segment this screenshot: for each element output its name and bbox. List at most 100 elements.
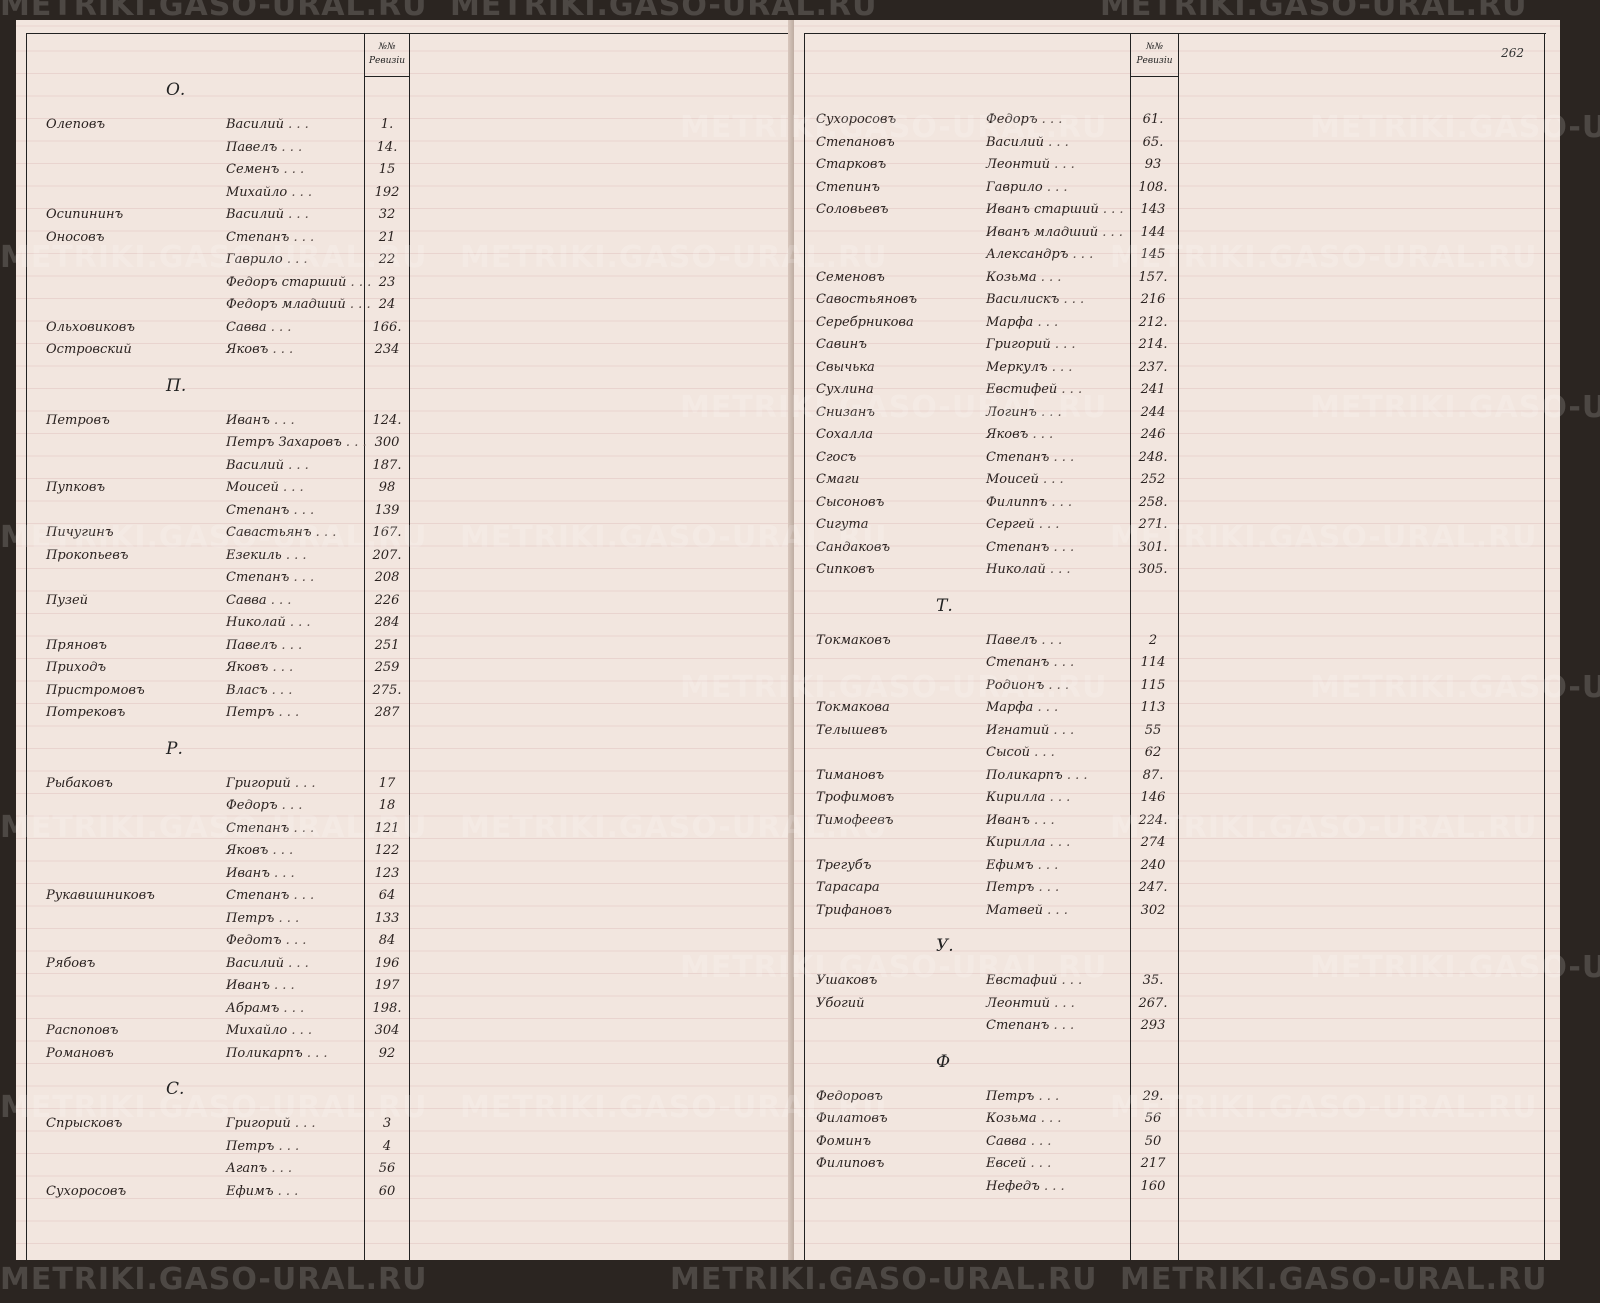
revision-number: 21 [378, 229, 396, 245]
register-entry: Олеповъ Василий 1. [46, 114, 416, 137]
given-name: Гаврило [226, 252, 308, 267]
revision-number: 224. [1138, 812, 1168, 828]
given-name: Павелъ [226, 638, 302, 653]
given-name: Поликарпъ [226, 1046, 327, 1061]
register-entry: Соловьевъ Иванъ старший 143 [816, 199, 1186, 222]
register-entry: Пичугинъ Савастьянъ 167. [46, 522, 416, 545]
given-name: Петръ Захаровъ [226, 435, 367, 450]
frame-left-line [26, 33, 27, 1260]
register-entry: Иванъ 123 [46, 863, 416, 886]
given-name: Степанъ [986, 655, 1074, 670]
register-entry: Сухлина Евстифей 241 [816, 379, 1186, 402]
revision-number: 214. [1138, 337, 1168, 352]
given-name: Михайло [226, 185, 312, 200]
surname: Федоровъ [816, 1088, 883, 1104]
surname: Трифановъ [816, 902, 892, 918]
register-entry: Родионъ 115 [816, 675, 1186, 698]
given-name: Степанъ [226, 821, 314, 836]
given-name: Евстифей [986, 382, 1082, 397]
register-entry: Василий 187. [46, 455, 416, 478]
surname: Осипининъ [46, 207, 124, 222]
watermark-text: METRIKI.GASO-URAL.RU [0, 1262, 428, 1297]
surname: Телышевъ [816, 722, 888, 738]
register-entry: Семенъ 15 [46, 159, 416, 182]
revision-number: 166. [372, 319, 402, 335]
revision-number: 267. [1138, 995, 1168, 1011]
surname: Степинъ [816, 179, 880, 195]
given-name: Ефимъ [986, 858, 1058, 873]
register-entry: Александръ 145 [816, 244, 1186, 267]
revision-number: 56 [378, 1161, 396, 1176]
register-entry: Петръ 4 [46, 1136, 416, 1159]
revision-number: 217 [1140, 1156, 1166, 1171]
revision-number: 108. [1138, 179, 1168, 195]
letter-heading: Ф [816, 1038, 1186, 1086]
surname: Филиповъ [816, 1156, 885, 1171]
given-name: Степанъ [986, 1018, 1074, 1033]
letter-heading: П. [46, 362, 416, 410]
revision-number: 304 [374, 1023, 400, 1038]
register-entry: Трофимовъ Кирилла 146 [816, 787, 1186, 810]
given-name: Иванъ [226, 866, 295, 881]
surname: Трегубъ [816, 857, 872, 873]
register-entry: Фоминъ Савва 50 [816, 1131, 1186, 1154]
register-entry: Рукавишниковъ Степанъ 64 [46, 885, 416, 908]
surname: Сигута [816, 517, 869, 532]
letter-heading: Т. [816, 582, 1186, 630]
revision-number: 121 [374, 820, 400, 836]
register-entry: Пристромовъ Власъ 275. [46, 680, 416, 703]
given-name: Петръ [986, 1089, 1059, 1104]
surname: Ольховиковъ [46, 319, 135, 335]
given-name: Нефедъ [986, 1179, 1065, 1194]
given-name: Федоръ старший [226, 275, 371, 290]
given-name: Моисей [986, 472, 1064, 487]
letter-heading-text: П. [166, 375, 187, 396]
given-name: Григорий [986, 337, 1076, 352]
revision-number: 123 [374, 865, 400, 881]
register-entry: Островский Яковъ 234 [46, 339, 416, 362]
register-entry: Телышевъ Игнатий 55 [816, 720, 1186, 743]
register-entry: Токмаковъ Павелъ 2 [816, 630, 1186, 653]
given-name: Федоръ [226, 798, 302, 813]
surname: Пичугинъ [46, 525, 114, 540]
column-line [409, 33, 410, 1260]
revision-number: 300 [374, 435, 400, 450]
revision-number: 3 [382, 1116, 392, 1131]
revision-number: 139 [374, 502, 400, 518]
register-entry: Снизанъ Логинъ 244 [816, 402, 1186, 425]
surname: Спрысковъ [46, 1116, 123, 1131]
revision-number: 24 [378, 297, 396, 312]
surname: Убогий [816, 995, 865, 1011]
revision-number: 240 [1140, 857, 1166, 873]
register-entry: Кирилла 274 [816, 832, 1186, 855]
surname: Токмакова [816, 700, 890, 715]
given-name: Игнатий [986, 723, 1074, 738]
frame-right-line [1544, 33, 1545, 1260]
revision-number: 113 [1140, 700, 1166, 715]
given-name: Степанъ [226, 570, 314, 585]
register-entry: Федоръ 18 [46, 795, 416, 818]
given-name: Петръ [226, 1139, 299, 1154]
header-rule [1131, 76, 1178, 77]
register-entry: Савинъ Григорий 214. [816, 334, 1186, 357]
surname: Рукавишниковъ [46, 888, 155, 903]
register-entry: Тимофеевъ Иванъ 224. [816, 810, 1186, 833]
right-name-list: СухоросовъФедоръ61.СтепановъВасилий65.Ст… [816, 109, 1186, 1198]
revision-number: 124. [372, 412, 402, 428]
revision-number: 93 [1144, 157, 1162, 172]
revision-number: 143 [1140, 202, 1166, 217]
surname: Петровъ [46, 412, 110, 428]
revision-number: 146 [1140, 790, 1166, 805]
given-name: Степанъ [226, 503, 314, 518]
given-name: Леонтий [986, 157, 1075, 172]
register-entry: Серебрникова Марфа 212. [816, 312, 1186, 335]
surname: Сгосъ [816, 449, 857, 465]
revision-number: 1. [380, 117, 394, 132]
revision-number: 207. [372, 547, 402, 563]
register-entry: Степанъ 114 [816, 652, 1186, 675]
register-entry: Пупковъ Моисей 98 [46, 477, 416, 500]
register-entry: Приходъ Яковъ 259 [46, 657, 416, 680]
surname: Тарасара [816, 880, 880, 895]
surname: Сохалла [816, 427, 874, 442]
revision-number: 246 [1140, 427, 1166, 442]
